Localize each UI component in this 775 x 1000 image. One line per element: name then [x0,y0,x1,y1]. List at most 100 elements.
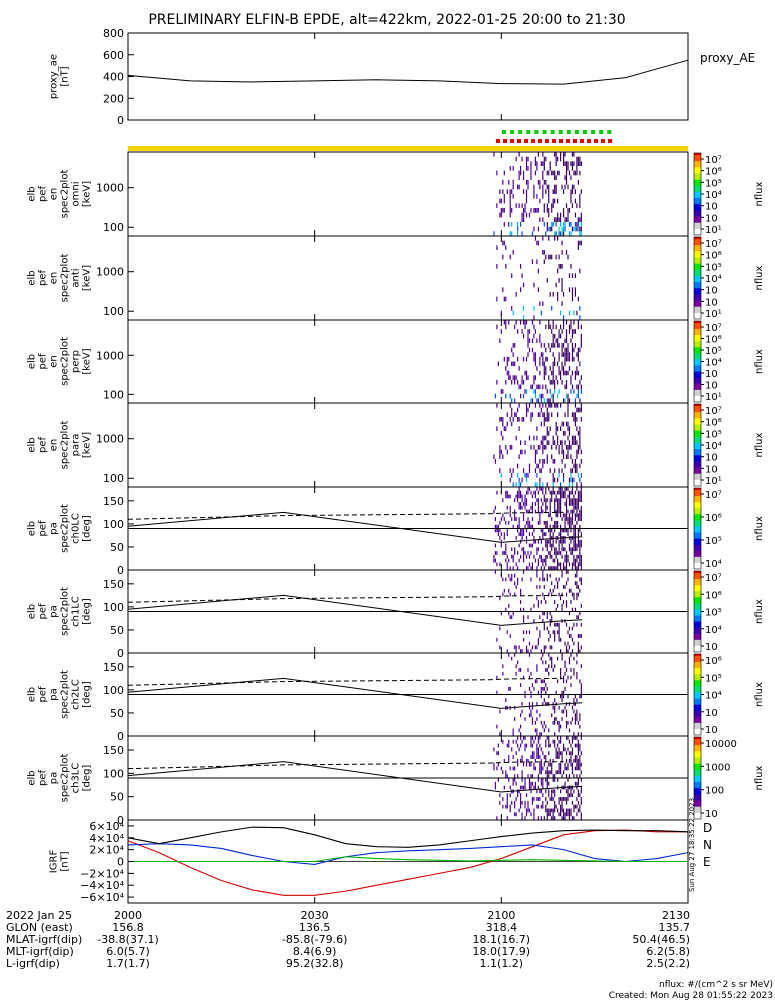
spectrum-cell [573,436,574,441]
spectrum-cell [566,320,567,325]
spectrum-cell [499,213,500,218]
spectrum-cell [539,301,540,306]
spectrum-cell [541,468,542,473]
spectrum-cell [566,809,567,813]
spectrum-cell [510,468,511,473]
spectrum-cell [535,491,536,495]
spectrum-cell [542,175,543,180]
spectrum-cell [581,763,582,767]
spectrum-cell [567,445,568,450]
panel-ylabel: spec2plot [60,421,71,470]
proxy-ae-legend: proxy_AE [700,51,755,65]
spectrum-cell [581,385,582,390]
spectrum-cell [557,440,558,445]
spectrum-cell [493,763,494,767]
spectrum-cell [535,736,536,740]
spectrum-cell [576,157,577,162]
spectrum-cell [563,812,564,816]
spectrum-cell [553,487,554,491]
spectrum-cell [513,352,514,357]
spectrum-cell [538,227,539,232]
panel-ylabel: pa [49,772,60,784]
spectrum-cell [575,371,576,376]
spectrum-cell [539,362,540,367]
spectrum-cell [573,809,574,813]
spectrum-cell [573,185,574,190]
spectrum-cell [544,566,545,570]
spectrum-cell [581,789,582,793]
spectrum-cell [578,502,579,506]
spectrum-cell [514,574,515,578]
y-tick-label: 0 [117,114,124,127]
spectrum-cell [581,732,582,736]
spectrum-cell [561,801,562,805]
spectrum-cell [508,371,509,376]
spectrum-cell [578,450,579,455]
spectrum-cell [560,506,561,510]
spectrum-cell [567,436,568,441]
spectrum-cell [523,315,524,320]
spectrum-cell [563,152,564,157]
spectrum-cell [575,513,576,517]
spectrum-cell [553,199,554,204]
spectrum-cell [579,612,580,616]
spectrum-cell [527,517,528,521]
spectrum-cell [578,751,579,755]
spectrum-cell [578,649,579,653]
spectrum-cell [560,789,561,793]
spectrum-cell [517,744,518,748]
spectrum-cell [572,608,573,612]
spectrum-cell [529,436,530,441]
spectrum-cell [519,152,520,157]
colorbar-tick-label: 10¹ [705,225,722,236]
spectrum-cell [560,638,561,642]
spectrum-cell [564,529,565,533]
spectrum-cell [559,812,560,816]
spectrum-cell [496,297,497,302]
spectrum-cell [544,623,545,627]
spectrum-cell [519,525,520,529]
spectrum-cell [504,426,505,431]
spectrum-cell [550,812,551,816]
spectrum-cell [521,649,522,653]
spectrum-cell [581,770,582,774]
spectrum-cell [513,343,514,348]
spectrum-cell [532,320,533,325]
spectrum-cell [505,426,506,431]
status-bar-green [502,130,506,134]
spectrum-cell [541,440,542,445]
spectrum-cell [551,491,552,495]
spectrum-cell [556,255,557,260]
spectrum-cell [559,532,560,536]
spectrum-cell [520,491,521,495]
spectrum-cell [576,763,577,767]
spectrum-cell [557,426,558,431]
spectrum-cell [576,464,577,469]
colorbar-tick-label: 10⁶ [705,418,722,429]
panel-proxy-ae: 8006004002000proxy_ae [nT]proxy_AE [49,27,756,127]
spectrum-cell [517,566,518,570]
spectrum-cell [520,506,521,510]
spectrum-cell [554,638,555,642]
spectrum-cell [548,213,549,218]
spectrum-cell [502,593,503,597]
spectrum-cell [557,506,558,510]
spectrum-cell [532,755,533,759]
spectrum-cell [572,385,573,390]
spectrum-cell [564,440,565,445]
spectrum-cell [530,695,531,699]
y-tick-label: 150 [103,495,124,508]
spectrum-cell [517,222,518,227]
spectrum-cell [529,521,530,525]
spectrum-cell [538,445,539,450]
spectrum-cell [536,208,537,213]
spectrum-cell [557,525,558,529]
spectrum-cell [542,491,543,495]
spectrum-cell [548,529,549,533]
spectrum-cell [576,672,577,676]
spectrum-cell [564,357,565,362]
spectrum-cell [496,751,497,755]
spectrum-cell [566,454,567,459]
spectrum-cell [572,227,573,232]
spectrum-cell [547,687,548,691]
